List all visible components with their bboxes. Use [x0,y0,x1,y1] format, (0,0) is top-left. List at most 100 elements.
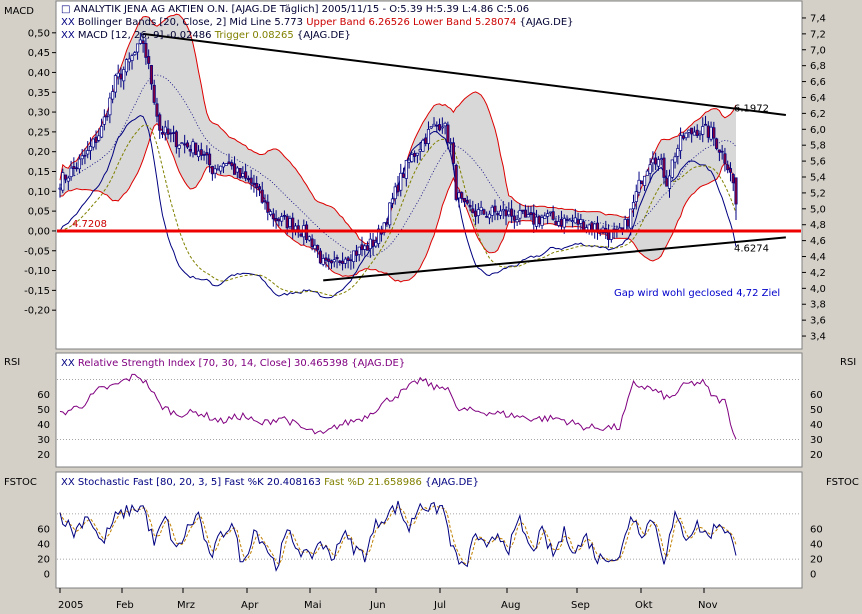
candle-body [86,150,90,155]
candle-body [363,245,367,250]
candle-body [670,159,674,178]
rsi-panel [55,352,803,468]
candle-body [352,250,356,262]
x-tick-label: Feb [116,600,134,611]
candle-body [174,131,178,148]
price-tick-label: 7,4 [810,13,826,24]
candle-body [490,206,494,216]
rsi-side-label-right: RSI [840,357,856,368]
legend-text: Relative Strength Index [70, 30, 14, Clo… [78,358,405,369]
candle-body [540,217,544,226]
candle-body [327,258,331,262]
candle-body [607,231,611,240]
stoch-tick-label-left: 0 [44,570,50,581]
stoch-tick-label-left: 60 [37,524,50,535]
legend-text: Bollinger Bands [20, Close, 2] Mid Line … [78,17,306,28]
candle-body [712,127,716,139]
candle-body [341,260,345,264]
rsi-tick-label-right: 60 [810,390,823,401]
candle-body [227,161,231,165]
rsi-tick-label-right: 30 [810,435,823,446]
macd-tick-label: -0,15 [24,286,50,297]
candle-body [692,131,696,136]
candle-body [357,246,361,255]
x-tick-label: Nov [698,600,718,611]
candle-body [365,245,370,251]
candle-body [183,143,187,146]
candle-body [529,212,533,216]
candle-body [728,168,733,173]
x-tick-label: Jun [369,600,386,611]
candle-body [457,192,461,199]
macd-tick-label: 0,50 [28,28,50,39]
candle-body [343,258,347,264]
rsi-side-label-left: RSI [4,357,20,368]
candle-body [274,217,278,221]
candle-body [136,43,140,53]
candle-body [587,224,591,231]
candle-body [468,205,472,208]
price-tick-label: 5,6 [810,157,826,168]
candle-body [257,186,262,190]
candle-body [554,220,558,225]
candle-body [518,210,522,219]
price-tick-label: 5,4 [810,173,826,184]
candle-body [415,152,419,156]
candle-body [568,219,572,222]
candle-body [111,91,115,100]
candle-body [271,213,275,220]
candle-body [662,157,666,178]
candle-body [410,154,414,162]
candle-body [645,170,649,176]
candle-body [269,211,273,215]
candle-body [413,152,417,157]
candle-body [532,212,536,225]
candle-body [230,162,234,167]
candle-body [479,206,483,211]
candle-body [634,191,638,202]
candle-body [318,250,322,264]
candle-body [208,153,212,166]
candle-body [673,156,677,163]
candle-body [582,221,586,232]
macd-tick-label: 0,40 [28,68,50,79]
candle-body [404,159,408,179]
candle-body [177,144,181,149]
macd-tick-label: 0,20 [28,147,50,158]
rsi-tick-label-right: 40 [810,420,823,431]
candle-body [149,65,153,85]
bollinger-band-fill [60,14,736,282]
candle-body [163,126,167,134]
rsi-line [59,373,737,440]
candle-body [235,167,239,173]
candle-body [83,154,87,157]
candle-body [451,142,455,164]
candle-body [521,209,525,212]
macd-tick-label: 0,30 [28,108,50,119]
price-tick-label: 6,6 [810,77,826,88]
lower-trend-value-label: 4.6274 [734,243,769,254]
legend-text: MACD [12, 26, 9] -0.02486 [78,30,215,41]
candle-body [684,132,688,139]
candle-body [329,260,334,264]
rsi-tick-label-left: 30 [37,435,50,446]
candle-body [122,69,126,82]
candle-body [643,175,647,186]
macd-tick-label: -0,05 [24,246,50,257]
rsi-tick-label-left: 50 [37,405,50,416]
price-tick-label: 5,2 [810,188,826,199]
fstoc-side-label-left: FSTOC [4,477,37,488]
candle-body [407,159,411,163]
candle-body [75,167,79,170]
candle-body [91,138,95,148]
candle-body [216,168,220,171]
candle-body [557,221,561,226]
candle-body [246,178,250,181]
candle-body [124,59,129,73]
candle-body [293,225,298,230]
candle-body [498,210,503,216]
candle-body [285,215,289,229]
macd-tick-label: 0,25 [28,127,50,138]
candle-body [116,72,120,78]
